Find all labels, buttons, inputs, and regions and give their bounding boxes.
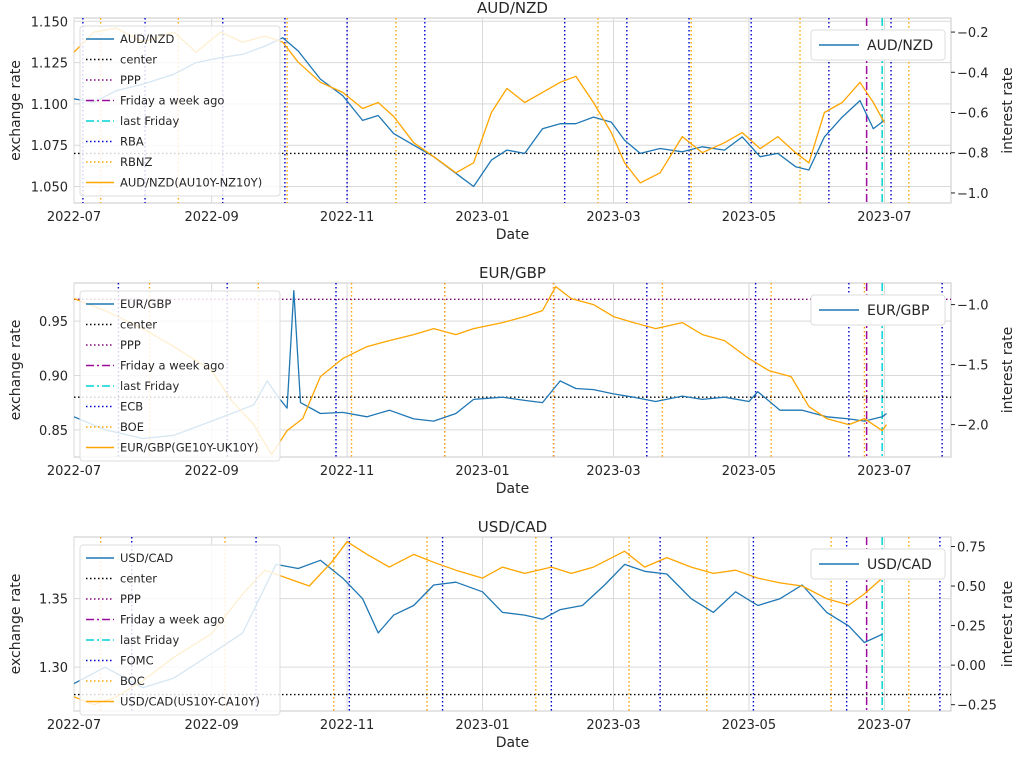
y2-axis-label: interest rate <box>1000 67 1016 154</box>
y2-tick-label: −1.5 <box>957 359 989 374</box>
legend-entry: EUR/GBP(GE10Y-UK10Y) <box>120 441 259 455</box>
chart-title: USD/CAD <box>478 518 547 536</box>
legend-entry: USD/CAD(US10Y-CA10Y) <box>120 695 260 709</box>
y2-tick-label: −0.2 <box>957 26 989 41</box>
legend-entry: AUD/NZD(AU10Y-NZ10Y) <box>120 176 262 190</box>
x-tick-label: 2022-11 <box>320 210 374 225</box>
y-tick-label: 1.075 <box>31 139 68 154</box>
x-tick-label: 2023-03 <box>586 210 640 225</box>
legend-entry: AUD/NZD <box>120 32 174 46</box>
y2-tick-label: −0.4 <box>957 66 989 81</box>
x-tick-label: 2023-01 <box>455 210 509 225</box>
y-axis-label: exchange rate <box>8 574 24 675</box>
x-tick-label: 2023-01 <box>455 464 509 479</box>
y2-axis-label: interest rate <box>1000 327 1016 414</box>
x-tick-label: 2023-03 <box>586 464 640 479</box>
x-tick-label: 2022-07 <box>47 718 101 733</box>
legend-entry: BOE <box>120 420 144 434</box>
legend-right-entry: AUD/NZD <box>867 38 933 54</box>
y2-tick-label: −1.0 <box>957 299 989 314</box>
x-tick-label: 2023-07 <box>857 718 911 733</box>
x-tick-label: 2022-11 <box>320 464 374 479</box>
y2-tick-label: 0.50 <box>957 580 986 595</box>
y-tick-label: 1.100 <box>31 98 68 113</box>
legend-entry: PPP <box>120 73 141 87</box>
x-tick-label: 2023-05 <box>722 464 776 479</box>
legend-right-entry: EUR/GBP <box>867 303 929 319</box>
legend-entry: center <box>120 53 157 67</box>
legend-entry: PPP <box>120 592 141 606</box>
y2-tick-label: −0.8 <box>957 147 989 162</box>
x-tick-label: 2023-07 <box>857 210 911 225</box>
y-tick-label: 1.35 <box>39 593 68 608</box>
y2-tick-label: 0.75 <box>957 540 986 555</box>
x-tick-label: 2022-11 <box>320 718 374 733</box>
y2-tick-label: −0.6 <box>957 107 989 122</box>
x-tick-label: 2023-07 <box>857 464 911 479</box>
y-tick-label: 1.050 <box>31 180 68 195</box>
legend-entry: last Friday <box>120 633 179 647</box>
x-axis-label: Date <box>496 481 529 497</box>
legend-box <box>79 290 281 462</box>
y-tick-label: 1.30 <box>39 661 68 676</box>
legend-entry: Friday a week ago <box>120 359 224 373</box>
legend-right-entry: USD/CAD <box>867 557 932 573</box>
x-tick-label: 2022-09 <box>184 718 238 733</box>
y-tick-label: 0.95 <box>39 315 68 330</box>
y2-axis-label: interest rate <box>1000 581 1016 668</box>
legend-entry: USD/CAD <box>120 551 173 565</box>
legend-right-box <box>810 29 946 61</box>
legend-entry: Friday a week ago <box>120 613 224 627</box>
x-tick-label: 2022-07 <box>47 210 101 225</box>
x-axis-label: Date <box>496 735 529 751</box>
y-tick-label: 0.90 <box>39 369 68 384</box>
legend-right-box <box>810 548 946 580</box>
legend-entry: RBA <box>120 135 144 149</box>
legend-entry: RBNZ <box>120 155 152 169</box>
legend-entry: center <box>120 572 157 586</box>
x-tick-label: 2023-03 <box>586 718 640 733</box>
y-tick-label: 1.150 <box>31 15 68 30</box>
y-tick-label: 0.85 <box>39 424 68 439</box>
chart-title: AUD/NZD <box>477 0 548 17</box>
y-tick-label: 1.125 <box>31 57 68 72</box>
legend-box <box>79 25 281 197</box>
legend-right-box <box>810 294 946 326</box>
legend-entry: last Friday <box>120 379 179 393</box>
legend-entry: BOC <box>120 674 145 688</box>
legend-entry: center <box>120 318 157 332</box>
x-tick-label: 2022-09 <box>184 210 238 225</box>
y2-tick-label: −2.0 <box>957 419 989 434</box>
x-tick-label: 2022-09 <box>184 464 238 479</box>
x-tick-label: 2023-05 <box>722 718 776 733</box>
legend-entry: ECB <box>120 400 143 414</box>
y-axis-label: exchange rate <box>8 60 24 161</box>
x-tick-label: 2023-01 <box>455 718 509 733</box>
legend-entry: last Friday <box>120 114 179 128</box>
legend-entry: PPP <box>120 338 141 352</box>
chart-title: EUR/GBP <box>479 264 546 282</box>
x-axis-label: Date <box>496 227 529 243</box>
legend-box <box>79 544 281 716</box>
y2-tick-label: 0.25 <box>957 620 986 635</box>
legend-entry: FOMC <box>120 654 154 668</box>
legend-entry: EUR/GBP <box>120 297 171 311</box>
y2-tick-label: 0.00 <box>957 659 986 674</box>
y2-tick-label: −0.25 <box>957 699 997 714</box>
legend-entry: Friday a week ago <box>120 94 224 108</box>
x-tick-label: 2023-05 <box>722 210 776 225</box>
y-axis-label: exchange rate <box>8 320 24 421</box>
y2-tick-label: −1.0 <box>957 187 989 202</box>
x-tick-label: 2022-07 <box>47 464 101 479</box>
